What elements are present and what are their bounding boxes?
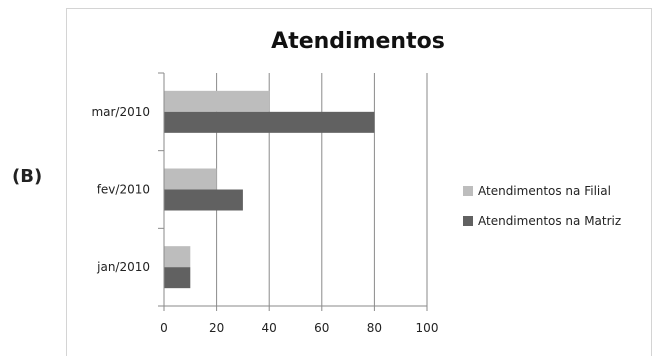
bar-matriz-mar-2010 (164, 111, 375, 133)
chart-title: Atendimentos (271, 29, 445, 54)
bar-filial-mar-2010 (164, 90, 270, 112)
bar-filial-fev-2010 (164, 168, 217, 190)
option-label: (B) (12, 166, 43, 187)
legend: Atendimentos na Filial Atendimentos na Ma… (463, 184, 621, 228)
category-labels: jan/2010 fev/2010 mar/2010 (91, 105, 150, 274)
legend-label-filial: Atendimentos na Filial (478, 184, 611, 198)
legend-swatch-matriz (463, 216, 473, 226)
x-tick-label-80: 80 (367, 321, 382, 335)
axes (158, 72, 428, 311)
bars (164, 90, 375, 289)
legend-label-matriz: Atendimentos na Matriz (478, 214, 621, 228)
x-tick-labels: 0 20 40 60 80 100 (160, 321, 438, 335)
x-tick-label-40: 40 (262, 321, 277, 335)
bar-filial-jan-2010 (164, 246, 191, 268)
category-label-fev-2010: fev/2010 (97, 183, 150, 197)
category-label-jan-2010: jan/2010 (96, 260, 150, 274)
x-tick-label-100: 100 (416, 321, 439, 335)
x-tick-label-60: 60 (314, 321, 329, 335)
bar-matriz-jan-2010 (164, 267, 191, 289)
legend-swatch-filial (463, 186, 473, 196)
category-label-mar-2010: mar/2010 (91, 105, 150, 119)
bar-matriz-fev-2010 (164, 189, 243, 211)
x-tick-label-0: 0 (160, 321, 168, 335)
x-tick-label-20: 20 (209, 321, 224, 335)
